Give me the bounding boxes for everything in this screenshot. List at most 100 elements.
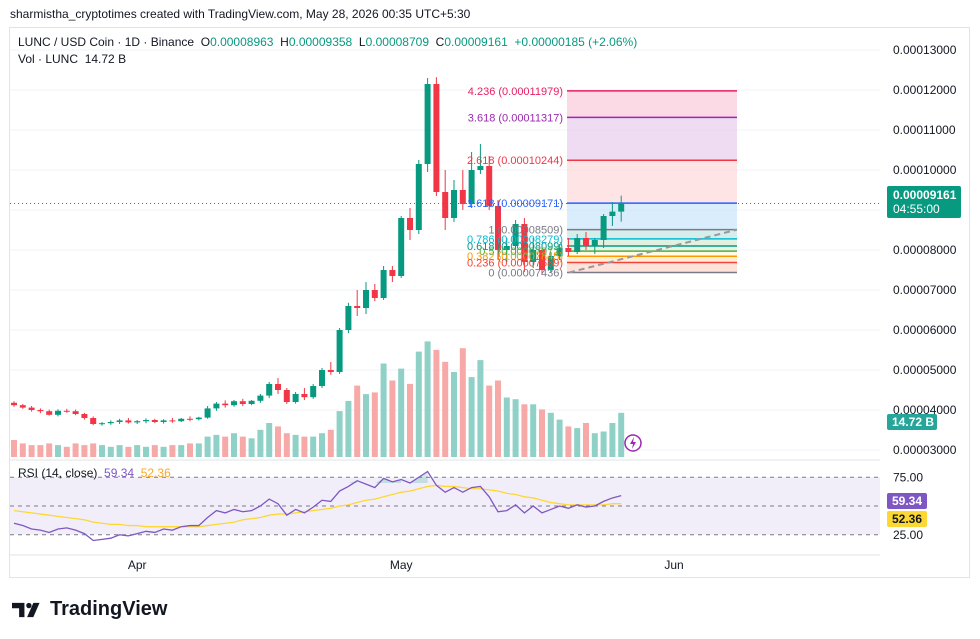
candle-body	[292, 394, 299, 402]
candle-body	[512, 224, 519, 246]
candle-body	[301, 394, 308, 398]
rsi-label[interactable]: RSI (14, close)	[18, 466, 98, 480]
fib-extension-lines	[10, 90, 880, 274]
volume-bar	[547, 412, 554, 457]
candle-body	[169, 420, 176, 422]
volume-bar	[107, 446, 114, 457]
volume-bar	[407, 383, 413, 457]
volume-bar	[46, 443, 53, 457]
volume-bar	[503, 397, 510, 457]
fib-level-label: 0.786 (0.00008279)	[467, 234, 563, 246]
candle-body	[46, 411, 53, 415]
fib-level-label: 2.618 (0.00010244)	[467, 155, 563, 167]
rsi-axis-label: 25.00	[893, 528, 923, 542]
volume-bar	[591, 433, 598, 457]
candle-body	[389, 270, 396, 276]
candle-body	[63, 410, 70, 412]
volume-bar	[116, 445, 123, 457]
rsi-pane: 75.00 25.00	[10, 459, 923, 542]
candle-body	[354, 306, 361, 308]
volume-bar	[398, 368, 405, 457]
candle-body	[556, 248, 563, 256]
candle-body	[530, 250, 537, 262]
fib-level-label: 0.382 (0.00007845)	[467, 251, 563, 263]
close-value: 0.00009161	[444, 35, 508, 49]
volume-bar	[292, 434, 299, 457]
fib-level-label: 0.236 (0.00007689)	[467, 257, 563, 269]
price-axis-label: 0.00003000	[893, 443, 957, 457]
volume-bar	[125, 446, 132, 457]
chart-frame	[9, 27, 970, 578]
volume-bar	[327, 429, 334, 457]
candle-body	[204, 408, 211, 418]
rsi-overbought-fill	[374, 478, 384, 483]
volume-bar	[19, 443, 26, 457]
volume-bar	[151, 445, 158, 457]
volume-bar	[459, 348, 466, 457]
fib-zone	[567, 90, 737, 118]
candle-body	[424, 84, 431, 164]
fib-zone	[567, 238, 737, 247]
candle-body	[459, 190, 466, 204]
candle-body	[187, 418, 193, 420]
candle-body	[565, 248, 572, 252]
volume-label[interactable]: Vol · LUNC	[18, 52, 79, 66]
volume-bar	[521, 404, 528, 457]
fib-zone	[567, 256, 737, 263]
symbol-label[interactable]: LUNC / USD Coin · 1D · Binance	[18, 35, 195, 49]
rsi-ma-line	[13, 484, 622, 528]
volume-bar	[336, 411, 343, 457]
candle-body	[591, 240, 598, 246]
volume-bar	[169, 445, 176, 457]
candle-body	[116, 420, 123, 422]
candle-body	[55, 410, 61, 415]
volume-bar	[424, 341, 431, 457]
volume-bar	[213, 434, 220, 457]
volume-bar	[530, 404, 537, 457]
volume-bar	[187, 443, 193, 457]
bar-countdown: 04:55:00	[893, 202, 940, 216]
volume-bar	[512, 399, 519, 457]
candle-body	[521, 224, 528, 262]
fib-level-label: 1.618 (0.00009171)	[467, 198, 563, 210]
candle-body	[600, 216, 607, 240]
volume-bar	[248, 438, 255, 457]
candle-body	[134, 421, 141, 423]
rsi-line	[13, 470, 622, 542]
time-axis: Apr May Jun	[10, 554, 880, 572]
volume-bar	[600, 431, 607, 457]
volume-bar	[345, 400, 352, 457]
volume-bar	[609, 423, 616, 457]
candle-body	[495, 206, 501, 250]
price-axis-label: 0.00007000	[893, 283, 957, 297]
candle-body	[99, 423, 105, 425]
volume-bar	[477, 360, 484, 457]
volume-bar	[257, 429, 264, 457]
fib-extension-zones	[567, 90, 737, 273]
tradingview-logo-icon	[12, 602, 40, 617]
candle-body	[583, 238, 589, 246]
volume-bar	[90, 443, 97, 457]
volume-bar	[195, 443, 202, 457]
fib-level-label: 0.618 (0.00008099)	[467, 241, 563, 253]
fib-extension-labels: 4.236 (0.00011979) 3.618 (0.00011317) 2.61…	[467, 86, 563, 280]
volume-bar	[178, 445, 185, 457]
fib-zone	[567, 160, 737, 204]
volume-bar	[442, 361, 449, 457]
tradingview-logo[interactable]: TradingView	[12, 598, 167, 621]
rsi-ma-value: 52.36	[140, 466, 171, 480]
volume-bars	[11, 341, 625, 457]
candlesticks	[11, 77, 642, 452]
volume-bar	[618, 412, 625, 457]
volume-bar	[37, 445, 44, 457]
volume-legend: Vol · LUNC 14.72 B	[18, 52, 126, 66]
high-label: H	[280, 35, 289, 49]
open-value: 0.00008963	[210, 35, 274, 49]
candle-body	[37, 410, 44, 412]
rsi-tag: 59.34	[887, 493, 927, 509]
fib-level-label: 3.618 (0.00011317)	[468, 112, 563, 124]
candle-body	[371, 290, 378, 298]
volume-bar	[574, 428, 581, 457]
volume-bar	[495, 380, 501, 457]
